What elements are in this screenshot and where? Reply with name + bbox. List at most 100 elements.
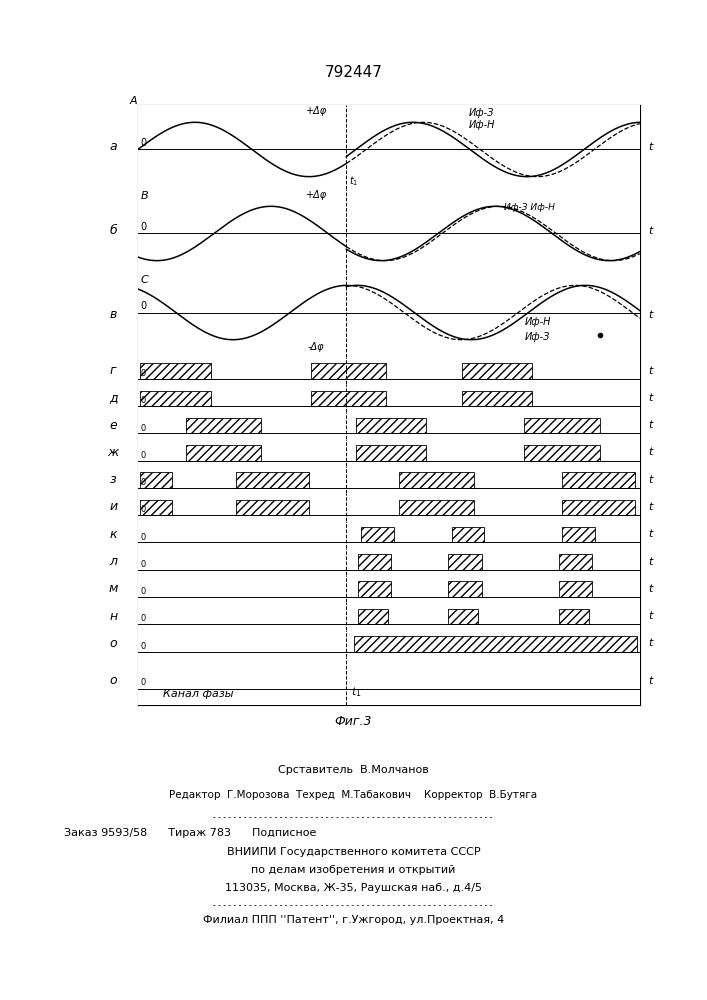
Text: Срставитель  В.Молчанов: Срставитель В.Молчанов: [278, 765, 429, 775]
Text: б: б: [110, 224, 117, 237]
Bar: [452, 527, 484, 542]
Text: +Δφ: +Δφ: [305, 106, 327, 116]
Text: t: t: [648, 310, 653, 320]
Text: 0: 0: [141, 369, 146, 378]
Text: - - - - - - - - - - - - - - - - - - - - - - - - - - - - - - - - - - - - - - - - : - - - - - - - - - - - - - - - - - - - - …: [213, 901, 494, 910]
Text: Канал фазы: Канал фазы: [163, 689, 233, 699]
Bar: [448, 609, 478, 624]
Text: д: д: [109, 391, 117, 404]
Text: C: C: [141, 275, 148, 285]
Text: 0: 0: [141, 587, 146, 596]
Bar: [141, 363, 211, 379]
Bar: [525, 445, 600, 461]
Text: t: t: [648, 638, 653, 648]
Text: t: t: [648, 420, 653, 430]
Bar: [358, 581, 392, 597]
Text: t: t: [648, 226, 653, 236]
Text: Заказ 9593/58      Тираж 783      Подписное: Заказ 9593/58 Тираж 783 Подписное: [64, 828, 316, 838]
Bar: [358, 609, 388, 624]
Bar: [562, 500, 635, 515]
Bar: [185, 445, 261, 461]
Bar: [562, 527, 595, 542]
Text: о: о: [110, 674, 117, 687]
Text: t: t: [648, 142, 653, 152]
Text: а: а: [110, 140, 117, 153]
Bar: [525, 418, 600, 433]
Text: 113035, Москва, Ж-35, Раушская наб., д.4/5: 113035, Москва, Ж-35, Раушская наб., д.4…: [225, 883, 482, 893]
Bar: [185, 418, 261, 433]
Text: 0: 0: [141, 642, 146, 651]
Text: t: t: [648, 611, 653, 621]
Bar: [448, 581, 481, 597]
Text: Редактор  Г.Морозова  Техред  М.Табакович    Корректор  В.Бутяга: Редактор Г.Морозова Техред М.Табакович К…: [170, 790, 537, 800]
Bar: [358, 554, 392, 570]
Bar: [356, 445, 426, 461]
Text: н: н: [109, 610, 117, 623]
Text: 0: 0: [141, 505, 146, 514]
Bar: [448, 554, 481, 570]
Text: A: A: [130, 96, 138, 106]
Text: 0: 0: [141, 533, 146, 542]
Text: +Δφ: +Δφ: [305, 190, 327, 200]
Text: Иф-Н: Иф-Н: [525, 317, 551, 327]
Text: t: t: [648, 584, 653, 594]
Text: t: t: [648, 393, 653, 403]
Bar: [462, 363, 532, 379]
Bar: [399, 500, 474, 515]
Text: $t_1$: $t_1$: [351, 685, 362, 699]
Bar: [361, 527, 394, 542]
Text: 0: 0: [141, 678, 146, 687]
Bar: [356, 418, 426, 433]
Text: B: B: [141, 191, 148, 201]
Text: в: в: [110, 308, 117, 322]
Bar: [399, 472, 474, 488]
Text: Иф-З Иф-Н: Иф-З Иф-Н: [504, 203, 555, 212]
Text: 0: 0: [141, 301, 146, 311]
Text: Иф-З: Иф-З: [525, 332, 550, 342]
Text: Фиг.3: Фиг.3: [334, 715, 373, 728]
Text: 792447: 792447: [325, 65, 382, 80]
Text: t: t: [648, 447, 653, 457]
Text: 0: 0: [141, 138, 146, 148]
Text: Иф-З: Иф-З: [469, 108, 494, 118]
Bar: [559, 609, 589, 624]
Text: 0: 0: [141, 451, 146, 460]
Text: 0: 0: [141, 424, 146, 433]
Text: Иф-Н: Иф-Н: [469, 120, 496, 130]
Text: ВНИИПИ Государственного комитета СССР: ВНИИПИ Государственного комитета СССР: [227, 847, 480, 857]
Bar: [311, 391, 386, 406]
Text: Филиал ППП ''Патент'', г.Ужгород, ул.Проектная, 4: Филиал ППП ''Патент'', г.Ужгород, ул.Про…: [203, 915, 504, 925]
Bar: [235, 500, 308, 515]
Text: з: з: [110, 473, 117, 486]
Bar: [141, 391, 211, 406]
Bar: [354, 636, 637, 652]
Text: - - - - - - - - - - - - - - - - - - - - - - - - - - - - - - - - - - - - - - - - : - - - - - - - - - - - - - - - - - - - - …: [213, 813, 494, 822]
Text: л: л: [109, 555, 117, 568]
Text: и: и: [109, 500, 117, 513]
Text: 0: 0: [141, 222, 146, 232]
Bar: [562, 472, 635, 488]
Text: t: t: [648, 502, 653, 512]
Bar: [141, 472, 172, 488]
Text: $t_1$: $t_1$: [349, 174, 358, 188]
Text: к: к: [110, 528, 117, 541]
Text: 0: 0: [141, 478, 146, 487]
Bar: [141, 500, 172, 515]
Text: t: t: [648, 557, 653, 567]
Text: 0: 0: [141, 560, 146, 569]
Text: е: е: [110, 419, 117, 432]
Bar: [235, 472, 308, 488]
Text: -Δφ: -Δφ: [308, 342, 325, 352]
Text: t: t: [648, 676, 653, 686]
Text: ж: ж: [107, 446, 119, 459]
Bar: [311, 363, 386, 379]
Text: о: о: [110, 637, 117, 650]
Text: 0: 0: [141, 614, 146, 623]
Bar: [462, 391, 532, 406]
Text: t: t: [648, 475, 653, 485]
Text: м: м: [108, 582, 118, 595]
Text: t: t: [648, 366, 653, 376]
Bar: [559, 581, 592, 597]
Text: t: t: [648, 529, 653, 539]
Text: г: г: [110, 364, 117, 377]
